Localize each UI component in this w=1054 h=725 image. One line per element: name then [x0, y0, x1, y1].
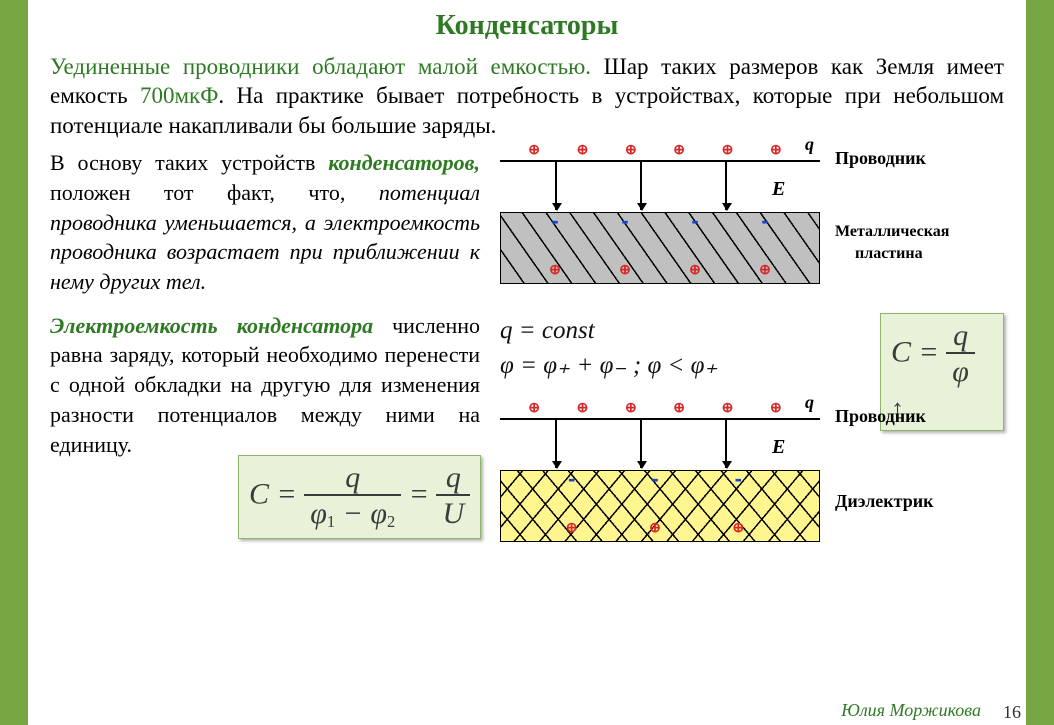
- E-label-2: E: [772, 436, 785, 459]
- paragraph-1: В основу таких устройств конденсаторов, …: [50, 148, 480, 296]
- diagram-metal-plate: ⊕⊕⊕⊕⊕⊕ q Проводник E ---- ⊕⊕⊕⊕ Метал: [500, 148, 980, 318]
- plate-minus-charges-2: ---: [530, 468, 780, 490]
- paragraph-2: Электроемкость конденсатора численно рав…: [50, 311, 480, 459]
- sym-C-main: C: [249, 478, 269, 511]
- sym-phi2: φ: [370, 497, 387, 530]
- author-signature: Юлия Моржикова: [841, 700, 981, 721]
- sym-phi: φ: [946, 354, 975, 390]
- q-label-2: q: [805, 392, 814, 413]
- page-number: 16: [1003, 702, 1021, 723]
- plate-plus-charges-1: ⊕⊕⊕⊕: [520, 262, 800, 276]
- p1-b: положен тот факт, что,: [50, 180, 379, 205]
- sym-q-main: q: [304, 462, 401, 496]
- conductor-line-1: [500, 160, 820, 162]
- formula-box-main: C = q φ1 − φ2 = q U: [238, 455, 481, 539]
- field-arrow: [555, 162, 557, 210]
- p2-em: Электроемкость конденсатора: [50, 313, 373, 338]
- sym-U: U: [436, 496, 470, 532]
- sym-phi1: φ: [310, 497, 327, 530]
- field-arrow: [555, 420, 557, 468]
- p1-em1: конденсаторов,: [328, 150, 480, 175]
- metal-label-2: пластина: [855, 245, 923, 263]
- field-arrow: [640, 420, 642, 468]
- top-positive-charges-1: ⊕⊕⊕⊕⊕⊕: [510, 142, 800, 156]
- conductor-label-1: Проводник: [835, 148, 926, 169]
- top-positive-charges-2: ⊕⊕⊕⊕⊕⊕: [510, 400, 800, 414]
- middle-equations: q = const φ = φ₊ + φ₋ ; φ < φ₊: [500, 313, 718, 383]
- plate-plus-charges-2: ⊕⊕⊕: [530, 520, 780, 534]
- p1-a: В основу таких устройств: [50, 150, 328, 175]
- diagram-dielectric: ⊕⊕⊕⊕⊕⊕ q Проводник E --- ⊕⊕⊕ Диэлект: [500, 406, 980, 576]
- eq-phi: φ = φ₊ + φ₋ ; φ < φ₊: [500, 348, 718, 383]
- E-label-1: E: [772, 178, 785, 201]
- sym-q: q: [946, 320, 975, 354]
- sym-q-main2: q: [436, 462, 470, 496]
- eq-q-const: q = const: [500, 313, 718, 348]
- field-arrow: [725, 162, 727, 210]
- page-title: Конденсаторы: [50, 10, 1004, 42]
- intro-highlight: Уединенные проводники обладают малой емк…: [50, 54, 591, 79]
- dielectric-label: Диэлектрик: [835, 491, 933, 512]
- plate-minus-charges-1: ----: [520, 210, 800, 232]
- conductor-line-2: [500, 418, 820, 420]
- q-label-1: q: [805, 134, 814, 155]
- field-arrow: [640, 162, 642, 210]
- intro-paragraph: Уединенные проводники обладают малой емк…: [50, 52, 1004, 140]
- metal-label-1: Металлическая: [835, 223, 949, 241]
- sym-C: C: [891, 336, 911, 369]
- field-arrow: [725, 420, 727, 468]
- conductor-label-2: Проводник: [835, 406, 926, 427]
- intro-value: 700мкФ: [140, 83, 218, 108]
